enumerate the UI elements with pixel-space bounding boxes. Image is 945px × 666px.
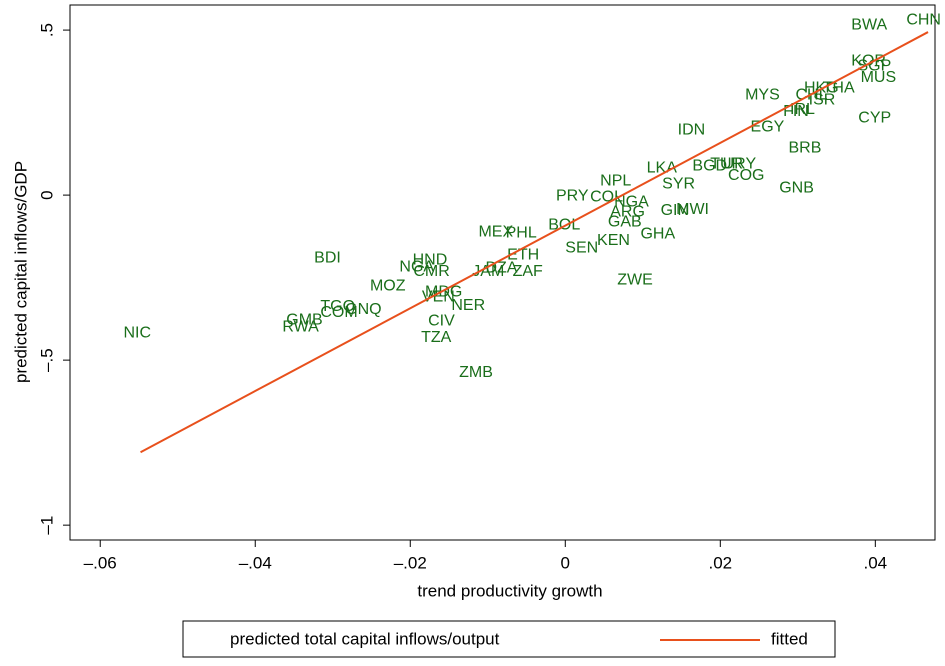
country-label: ZAF xyxy=(513,263,543,280)
x-tick-label: –.04 xyxy=(239,553,272,572)
country-label: COG xyxy=(728,167,764,184)
country-label: COL xyxy=(590,188,623,205)
country-label: PRY xyxy=(556,187,589,204)
country-label: ETH xyxy=(507,246,539,263)
country-label: MYS xyxy=(745,86,780,103)
country-label: BOL xyxy=(548,216,580,233)
legend-label: predicted total capital inflows/output xyxy=(230,629,500,648)
country-label: IDN xyxy=(678,121,706,138)
y-tick-label: 0 xyxy=(37,190,56,199)
country-label: BDI xyxy=(314,249,341,266)
country-label: SYR xyxy=(662,175,695,192)
plot-frame xyxy=(69,4,936,541)
country-label: GNQ xyxy=(345,301,381,318)
country-label: GAB xyxy=(608,213,642,230)
country-label: CMR xyxy=(413,263,449,280)
country-label: LKA xyxy=(647,159,678,176)
y-tick-label: –.5 xyxy=(37,348,56,372)
legend-label: fitted xyxy=(771,629,808,648)
x-tick-label: –.02 xyxy=(394,553,427,572)
country-label: TZA xyxy=(421,329,452,346)
x-tick-label: –.06 xyxy=(84,553,117,572)
country-label: GNB xyxy=(779,179,814,196)
country-label: HND xyxy=(413,251,448,268)
country-label: CHN xyxy=(906,11,941,28)
country-label: ISR xyxy=(809,91,836,108)
country-label: MEX xyxy=(478,223,513,240)
country-label: TUR xyxy=(710,155,743,172)
country-label: CYP xyxy=(858,109,891,126)
country-label: CIV xyxy=(428,312,455,329)
country-label: KEN xyxy=(597,232,630,249)
country-label: NPL xyxy=(600,172,631,189)
x-tick-label: .04 xyxy=(863,553,887,572)
country-label: NGA xyxy=(614,193,649,210)
country-label: NIC xyxy=(123,324,151,341)
country-label: BRB xyxy=(789,139,822,156)
country-label: VEN xyxy=(422,288,455,305)
fitted-line xyxy=(140,31,929,454)
x-axis-title: trend productivity growth xyxy=(417,581,602,600)
x-tick-label: 0 xyxy=(561,553,570,572)
country-label: ZWE xyxy=(617,271,653,288)
country-label: BWA xyxy=(851,16,887,33)
country-label: GIN xyxy=(661,202,689,219)
country-label: NGA xyxy=(399,258,434,275)
country-label: NER xyxy=(451,297,485,314)
country-label: BGD xyxy=(692,157,727,174)
y-axis-title: predicted capital inflows/GDP xyxy=(11,161,30,383)
country-label: RWA xyxy=(282,318,319,335)
country-label: GHA xyxy=(640,225,675,242)
country-label: ZMB xyxy=(459,364,493,381)
country-label: GMB xyxy=(286,311,322,328)
y-tick-label: .5 xyxy=(37,23,56,37)
country-label: URY xyxy=(723,155,757,172)
country-label: TGO xyxy=(320,298,355,315)
country-label: MUS xyxy=(861,69,897,86)
country-label: KOR xyxy=(851,52,886,69)
country-label: EGY xyxy=(751,118,785,135)
country-label: MOZ xyxy=(370,277,406,294)
country-label: IRL xyxy=(790,101,815,118)
country-label: JAM xyxy=(472,263,504,280)
country-label: PHL xyxy=(506,224,537,241)
country-label: SEN xyxy=(565,239,598,256)
country-label: SGP xyxy=(857,57,891,74)
country-label: COM xyxy=(320,304,357,321)
y-tick-label: –1 xyxy=(37,516,56,535)
country-label: MWI xyxy=(676,201,709,218)
country-label: FIN xyxy=(783,103,809,120)
x-tick-label: .02 xyxy=(708,553,732,572)
country-label: ARG xyxy=(610,203,645,220)
